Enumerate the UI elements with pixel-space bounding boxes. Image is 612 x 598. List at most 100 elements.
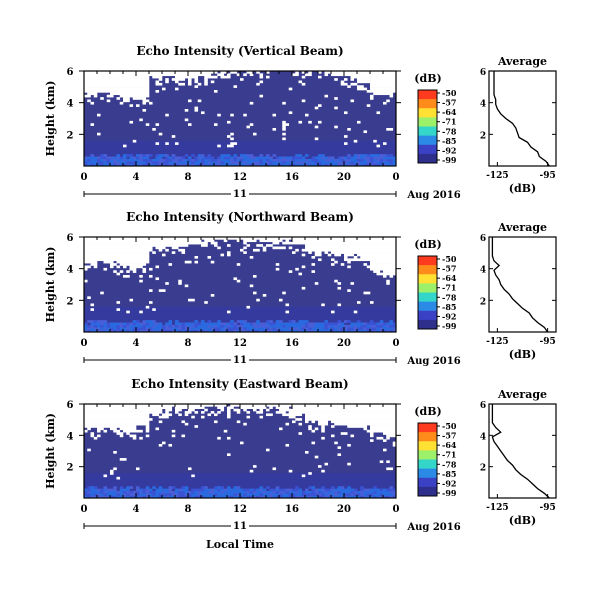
- heatmap-cell: [132, 324, 137, 328]
- heatmap-gap-cell: [308, 427, 312, 431]
- heatmap-gap-cell: [165, 406, 169, 409]
- heatmap-cell: [347, 486, 351, 489]
- heatmap-gap-cell: [389, 413, 394, 417]
- heatmap-gap-cell: [84, 73, 88, 77]
- heatmap-gap-cell: [357, 241, 361, 245]
- heatmap-cell: [311, 322, 316, 326]
- heatmap-cell: [363, 158, 368, 162]
- heatmap-cell: [113, 493, 117, 496]
- heatmap-gap-cell: [84, 239, 88, 243]
- average-y-tick-label: 4: [480, 266, 486, 276]
- heatmap-gap-cell: [103, 248, 108, 252]
- heatmap-cell: [152, 158, 156, 162]
- x-tick-label: 20: [337, 338, 351, 349]
- heatmap-cell: [259, 158, 264, 162]
- heatmap-gap-cell: [383, 75, 387, 79]
- heatmap-cell: [100, 327, 104, 330]
- heatmap-gap-cell: [139, 85, 143, 88]
- heatmap-gap-cell: [376, 244, 381, 247]
- heatmap-gap-cell: [363, 241, 368, 245]
- heatmap-cell: [243, 320, 247, 323]
- heatmap-gap-cell: [376, 425, 381, 428]
- heatmap-gap-cell: [292, 404, 296, 407]
- heatmap-gap-cell: [223, 404, 228, 407]
- heatmap-gap-cell: [204, 71, 208, 74]
- heatmap-cell: [360, 329, 364, 333]
- heatmap-gap-cell: [103, 246, 108, 250]
- heatmap-gap-cell: [334, 418, 338, 421]
- heatmap-gap-cell: [152, 244, 156, 247]
- heatmap-gap-cell: [383, 82, 387, 86]
- heatmap-gap-cell: [295, 248, 299, 252]
- heatmap-cell: [298, 158, 303, 162]
- heatmap-gap-cell: [97, 425, 101, 428]
- heatmap-cell: [321, 495, 325, 499]
- heatmap-gap-cell: [149, 73, 153, 77]
- heatmap-gap-cell: [347, 248, 351, 252]
- heatmap-gap-cell: [246, 237, 251, 240]
- heatmap-cell: [363, 324, 368, 328]
- heatmap-gap-cell: [308, 425, 312, 428]
- heatmap-gap-cell: [84, 267, 88, 271]
- heatmap-gap-cell: [184, 239, 189, 243]
- heatmap-gap-cell: [171, 434, 176, 438]
- heatmap-gap-cell: [178, 282, 182, 285]
- heatmap-cell: [236, 320, 241, 323]
- heatmap-cell: [191, 495, 195, 499]
- heatmap-gap-cell: [119, 253, 124, 257]
- heatmap-gap-cell: [366, 413, 371, 417]
- heatmap-gap-cell: [129, 429, 134, 433]
- heatmap-cell: [373, 495, 377, 499]
- heatmap-cell: [370, 493, 374, 496]
- heatmap-cell: [246, 156, 251, 160]
- heatmap-gap-cell: [360, 408, 364, 412]
- heatmap-cell: [145, 163, 150, 167]
- heatmap-gap-cell: [298, 408, 303, 412]
- heatmap-cell: [152, 493, 156, 496]
- day-label-bg: [231, 353, 249, 364]
- heatmap-gap-cell: [249, 284, 254, 288]
- heatmap-gap-cell: [132, 260, 137, 264]
- colorbar-unit: (dB): [414, 405, 441, 418]
- heatmap-cell: [334, 488, 338, 492]
- heatmap-gap-cell: [93, 406, 98, 409]
- heatmap-cell: [266, 158, 270, 162]
- heatmap-gap-cell: [129, 120, 134, 124]
- heatmap-cell: [197, 495, 202, 499]
- heatmap-cell: [207, 490, 212, 494]
- heatmap-gap-cell: [184, 244, 189, 247]
- heatmap-cell: [110, 322, 114, 326]
- heatmap-gap-cell: [162, 87, 166, 91]
- heatmap-cell: [181, 324, 186, 328]
- heatmap-gap-cell: [243, 241, 247, 245]
- heatmap-cell: [155, 488, 160, 492]
- heatmap-gap-cell: [191, 241, 195, 245]
- heatmap-gap-cell: [197, 404, 202, 407]
- heatmap-cell: [311, 493, 316, 496]
- y-axis-label: Height (km): [44, 81, 57, 157]
- heatmap-gap-cell: [90, 251, 95, 254]
- heatmap-cell: [116, 324, 121, 328]
- heatmap-cell: [253, 322, 257, 326]
- heatmap-gap-cell: [103, 260, 108, 264]
- heatmap-cell: [305, 327, 309, 330]
- heatmap-gap-cell: [383, 71, 387, 74]
- heatmap-gap-cell: [240, 78, 244, 81]
- heatmap-gap-cell: [363, 78, 368, 81]
- heatmap-gap-cell: [337, 413, 342, 417]
- heatmap-cell: [370, 488, 374, 492]
- heatmap-cell: [347, 163, 351, 167]
- heatmap-cell: [321, 327, 325, 330]
- heatmap-gap-cell: [119, 239, 124, 243]
- heatmap-cell: [350, 322, 355, 326]
- colorbar-tick-label: -64: [442, 273, 457, 283]
- heatmap-gap-cell: [103, 256, 108, 259]
- heatmap-cell: [308, 324, 312, 328]
- heatmap-gap-cell: [340, 241, 345, 245]
- heatmap-gap-cell: [376, 71, 381, 74]
- heatmap-gap-cell: [149, 246, 153, 250]
- heatmap-cell: [103, 495, 108, 499]
- heatmap-gap-cell: [116, 272, 121, 276]
- heatmap-gap-cell: [97, 85, 101, 88]
- heatmap-gap-cell: [87, 260, 91, 264]
